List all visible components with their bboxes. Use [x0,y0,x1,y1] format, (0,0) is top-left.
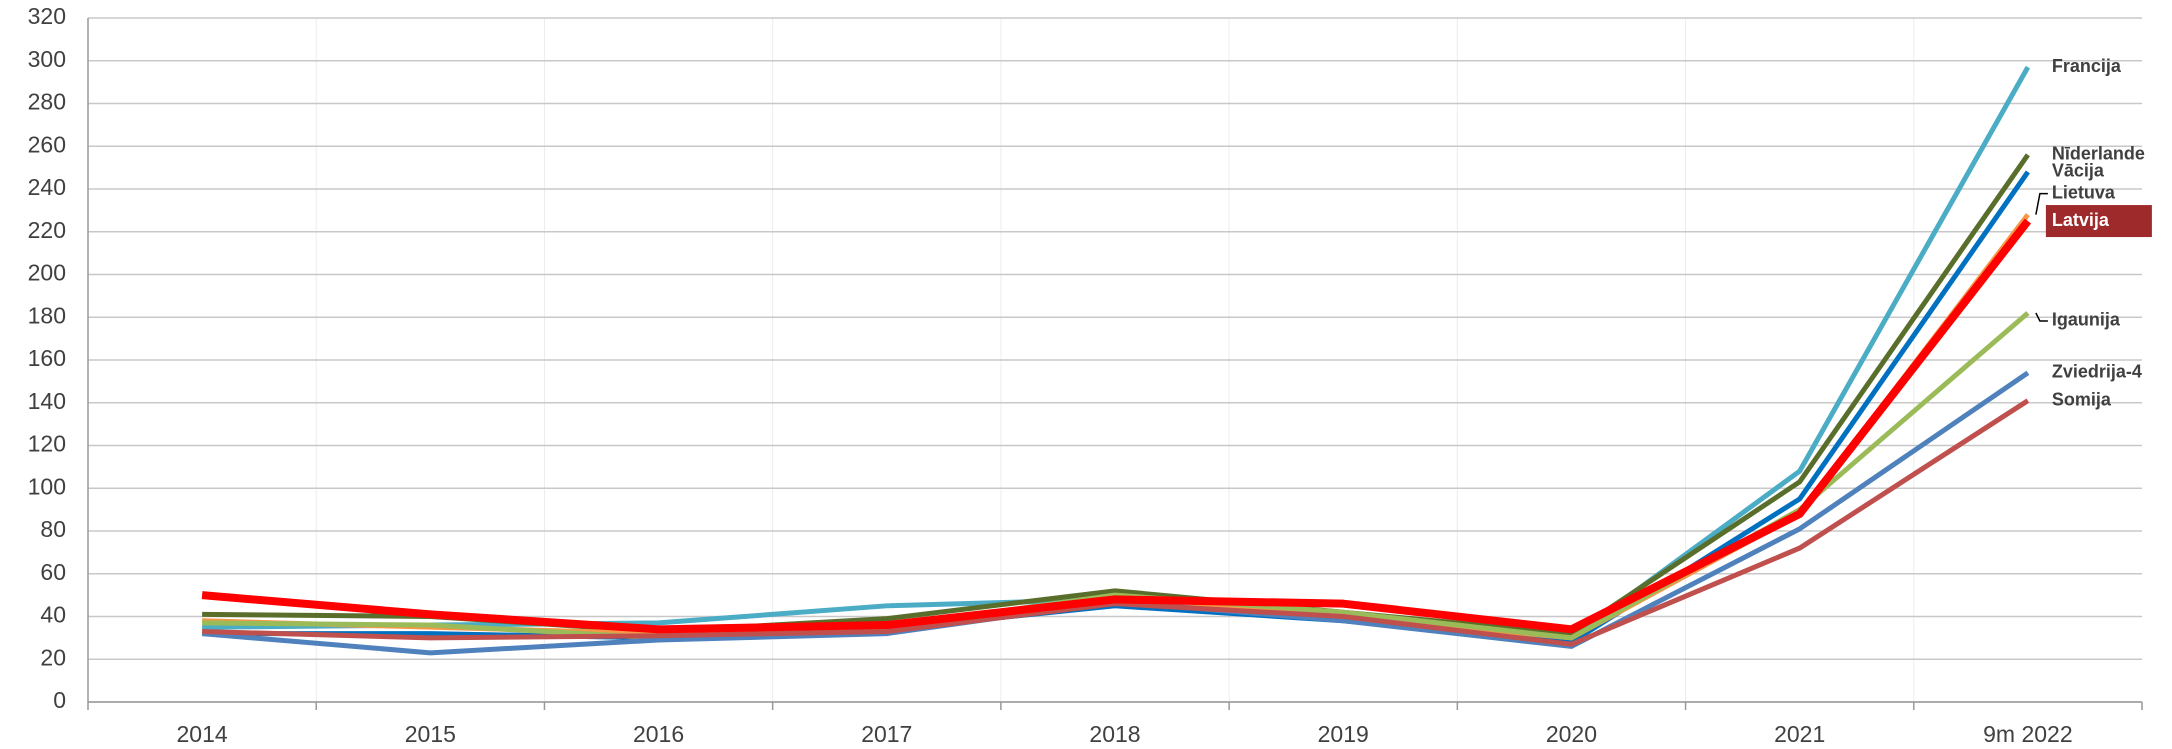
series-line [202,153,2030,637]
x-tick-label: 2021 [1774,721,1825,747]
leader-line [2035,192,2048,215]
x-tick-label: 9m 2022 [1983,721,2073,747]
series-line [201,218,2032,634]
y-tick-label: 240 [28,174,66,200]
series-line [202,170,2030,645]
y-tick-label: 100 [28,473,66,499]
y-tick-label: 280 [28,89,66,115]
series-label: Igaunija [2052,310,2121,330]
y-tick-label: 80 [40,516,66,542]
y-tick-label: 220 [28,217,66,243]
y-tick-label: 60 [40,559,66,585]
y-tick-label: 200 [28,260,66,286]
x-tick-label: 2017 [861,721,912,747]
y-tick-label: 320 [28,3,66,29]
x-tick-label: 2018 [1089,721,1140,747]
series-line [202,398,2030,647]
x-tick-label: 2014 [177,721,228,747]
series-label: Zviedrija-4 [2052,362,2142,382]
leader-line [2035,312,2048,322]
x-tick-label: 2016 [633,721,684,747]
y-tick-label: 20 [40,644,66,670]
series-label: Lietuva [2052,182,2116,202]
series-label: Vācija [2052,161,2105,181]
y-tick-label: 0 [53,687,66,713]
series-label: Francija [2052,56,2122,76]
y-tick-label: 300 [28,46,66,72]
y-tick-label: 180 [28,302,66,328]
series-label: Nīderlande [2052,144,2145,164]
y-tick-label: 160 [28,345,66,371]
x-tick-label: 2019 [1318,721,1369,747]
y-tick-label: 40 [40,602,66,628]
y-tick-label: 260 [28,131,66,157]
series-label: Latvija [2052,210,2110,230]
series-label: Somija [2052,389,2112,409]
x-tick-label: 2015 [405,721,456,747]
x-tick-label: 2020 [1546,721,1597,747]
y-tick-label: 120 [28,431,66,457]
y-tick-label: 140 [28,388,66,414]
label-box [2045,205,2152,238]
